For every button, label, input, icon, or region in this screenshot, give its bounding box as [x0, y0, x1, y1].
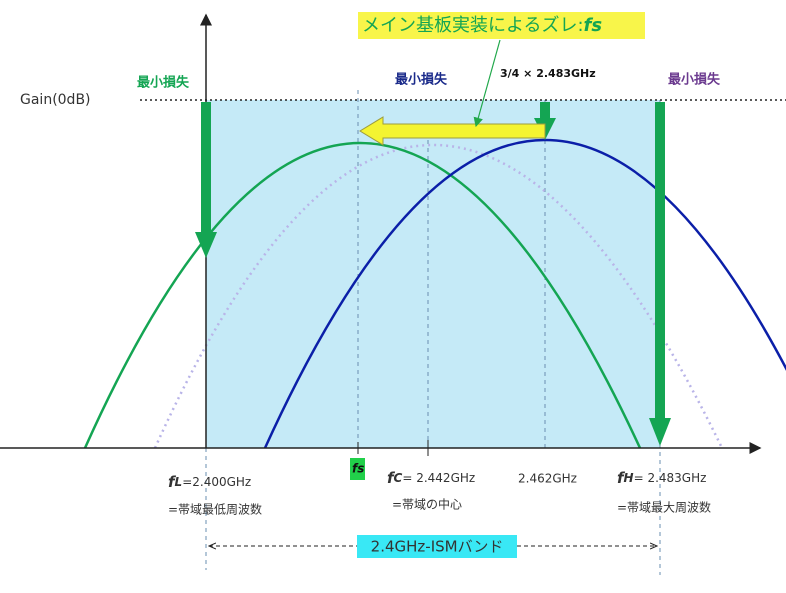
symbol: f: [168, 473, 177, 491]
ticks: [357, 440, 429, 456]
title-box: [358, 12, 645, 39]
symbol: f: [387, 469, 396, 487]
subscript: H: [624, 471, 634, 485]
guide-lines: [205, 90, 661, 575]
min-loss-label: 最小損失: [668, 72, 721, 88]
title-text: メイン基板実装によるズレ:: [362, 15, 584, 36]
value: =2.400GHz: [182, 475, 251, 489]
title-symbol: fs: [584, 15, 603, 36]
fs-box: [350, 458, 365, 480]
shifted-curve: [83, 142, 642, 449]
shift-arrow: [359, 116, 546, 146]
high-label: fH= 2.483GHz: [617, 469, 706, 487]
high-note: =帯域最大周波数: [617, 500, 711, 515]
fs-label: fs: [352, 462, 364, 476]
min-loss-label: 最小損失: [137, 75, 190, 91]
subscript: L: [175, 475, 183, 489]
value: = 2.442GHz: [402, 471, 475, 485]
value: = 2.483GHz: [634, 471, 707, 485]
callout-line: [473, 39, 501, 128]
band-label: 2.4GHz-ISMバンド: [371, 538, 504, 556]
low-note: =帯域最低周波数: [168, 502, 262, 517]
low-label: fL=2.400GHz: [168, 473, 251, 491]
mid-value: 2.462GHz: [518, 472, 577, 486]
band-box: [357, 535, 517, 558]
shift-note: 3/4 × 2.483GHz: [500, 67, 596, 80]
center-label: fC= 2.442GHz: [387, 469, 475, 487]
band-area: [206, 100, 660, 448]
symbol: f: [617, 469, 626, 487]
center-note: =帯域の中心: [392, 497, 462, 512]
min-loss-label: 最小損失: [395, 72, 448, 88]
subscript: C: [394, 471, 403, 485]
gain-label: Gain(0dB): [20, 92, 91, 108]
high-curve: [263, 139, 786, 449]
title: メイン基板実装によるズレ:fs: [362, 15, 602, 36]
